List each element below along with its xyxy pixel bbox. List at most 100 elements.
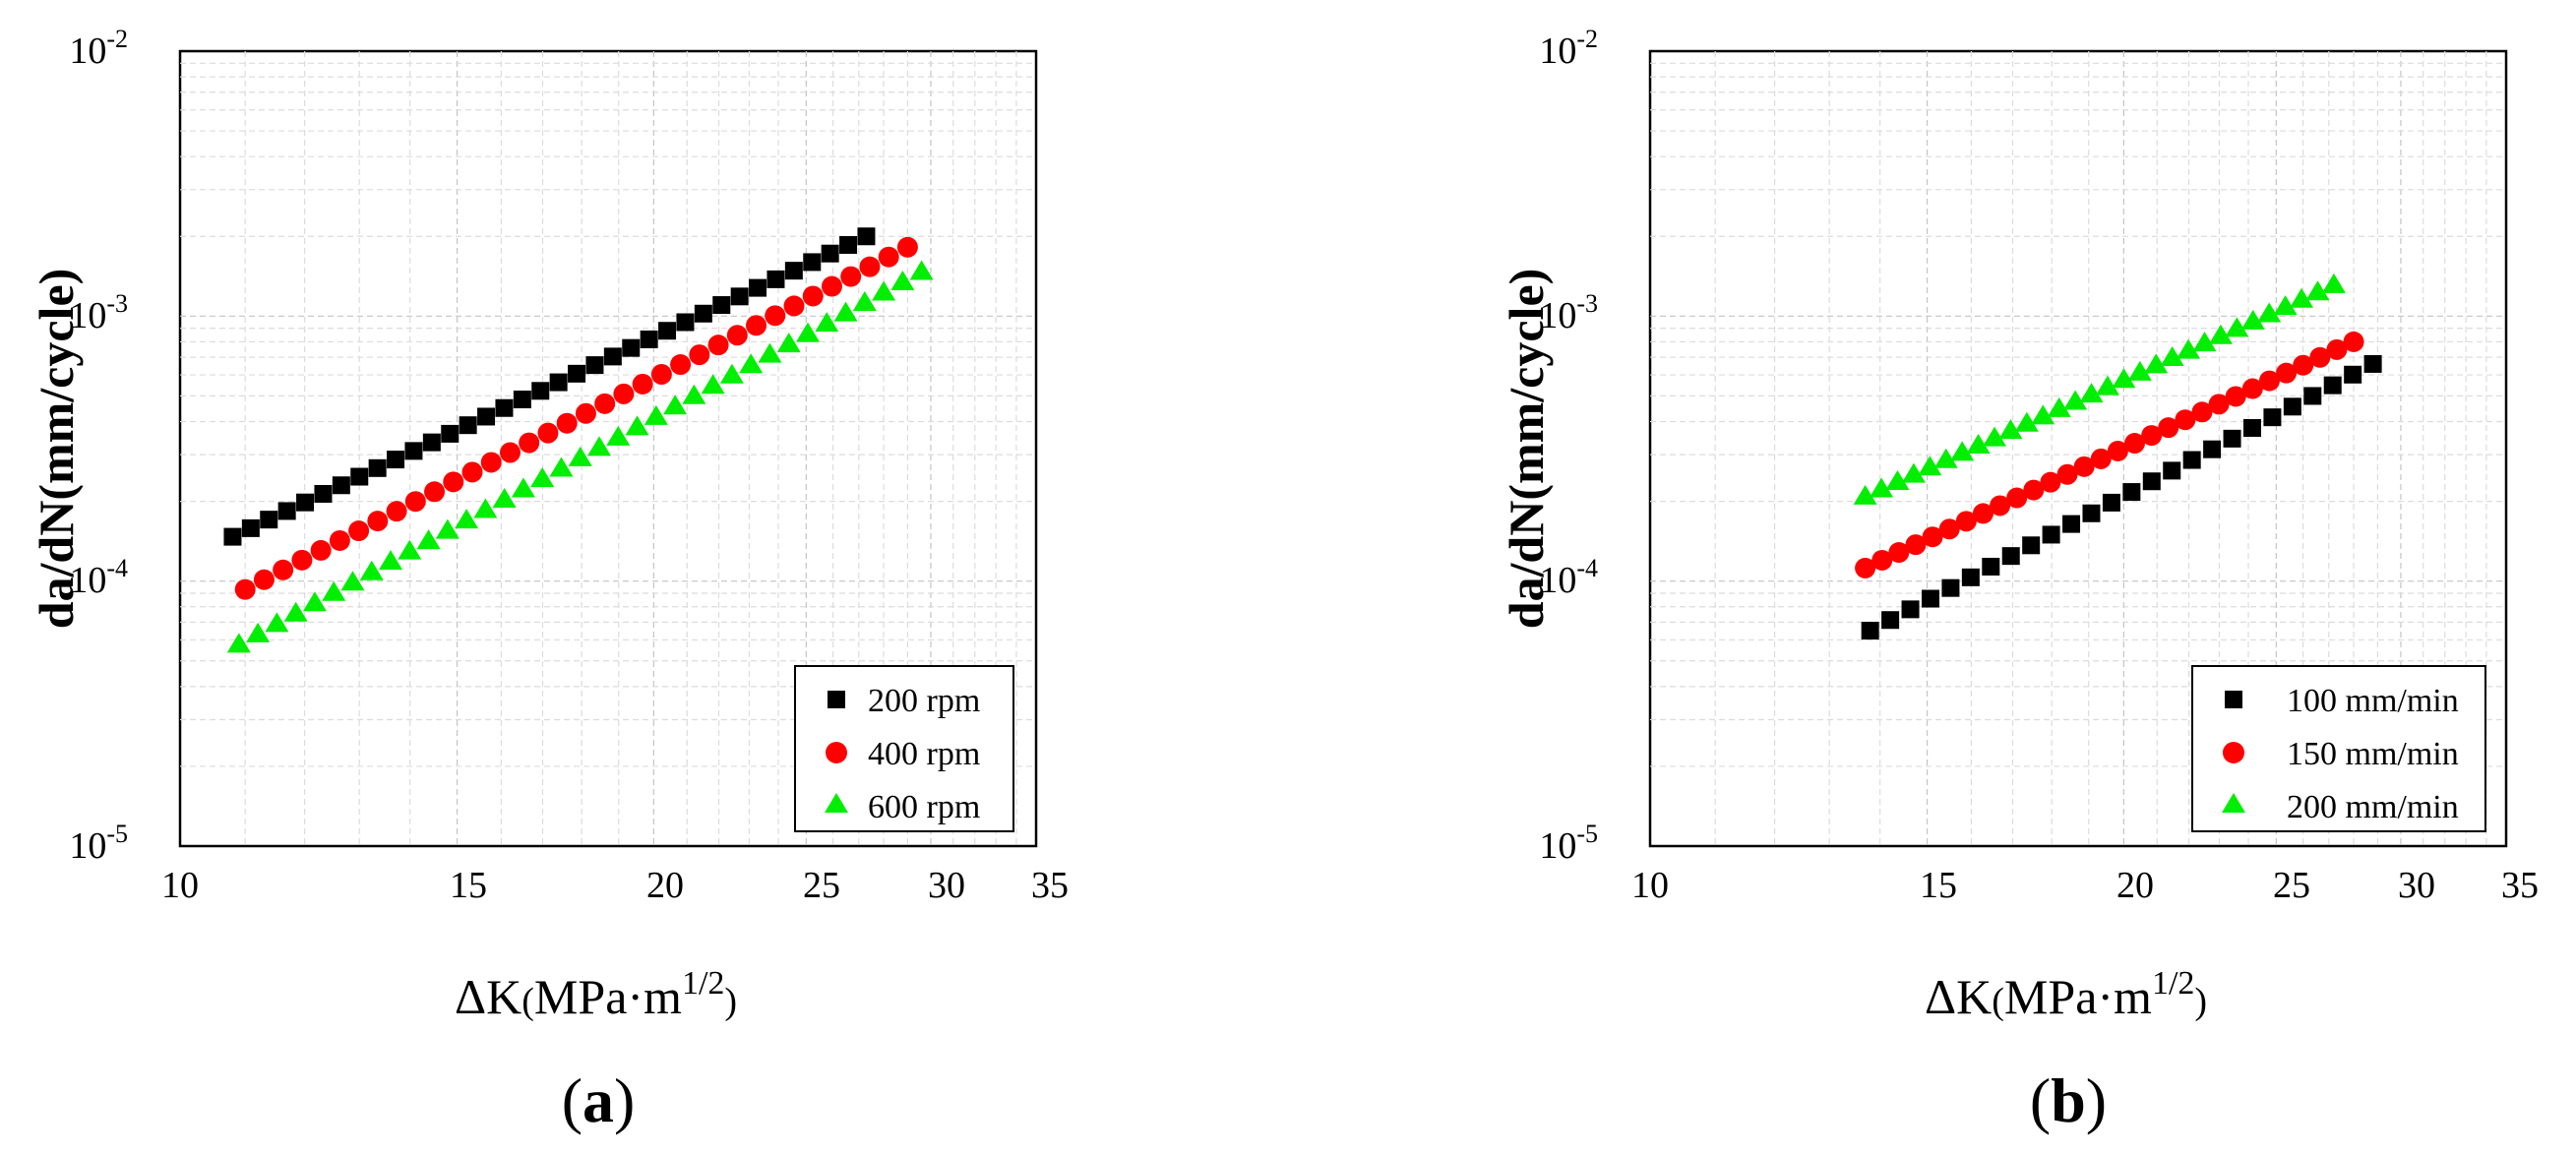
- legend-b: 100 mm/min 150 mm/min 200 mm/min: [2191, 665, 2486, 832]
- data-point-a-s0: [712, 296, 731, 315]
- data-point-a-s1: [480, 452, 502, 473]
- data-point-b-s0: [2082, 504, 2101, 522]
- x-tick-label-a-30: 30: [928, 865, 965, 906]
- data-point-b-s2: [1901, 462, 1926, 483]
- data-point-b-s0: [2203, 440, 2222, 458]
- data-point-a-s1: [575, 402, 596, 424]
- data-point-b-s2: [2144, 353, 2169, 374]
- data-point-a-s1: [329, 529, 350, 551]
- data-point-a-s1: [650, 363, 672, 385]
- legend-marker-circle-b: [2223, 742, 2244, 763]
- data-point-a-s0: [260, 511, 278, 529]
- y-tick-label-a-1e-4: 10-4: [69, 554, 128, 601]
- data-point-a-s2: [379, 550, 403, 571]
- data-point-b-s1: [2158, 417, 2179, 439]
- data-point-b-s2: [2208, 324, 2233, 344]
- data-point-a-s1: [556, 412, 578, 434]
- x-tick-label-a-15: 15: [450, 865, 487, 906]
- data-point-a-s2: [283, 601, 308, 622]
- data-point-a-s0: [296, 493, 315, 512]
- data-point-a-s0: [277, 502, 296, 520]
- data-point-b-s1: [1888, 542, 1910, 564]
- data-point-a-s2: [455, 509, 479, 529]
- legend-marker-square-b: [2225, 691, 2242, 708]
- data-point-a-s2: [815, 312, 839, 333]
- data-point-b-s0: [2303, 387, 2322, 405]
- data-point-b-s1: [2073, 456, 2095, 477]
- data-point-b-s2: [1983, 426, 2007, 447]
- x-tick-label-b-20: 20: [2116, 865, 2154, 906]
- data-point-a-s0: [350, 467, 369, 486]
- data-point-b-s2: [1870, 477, 1894, 498]
- data-point-b-s0: [2102, 493, 2120, 512]
- data-point-b-s0: [1901, 600, 1920, 619]
- data-point-a-s2: [226, 633, 251, 653]
- data-point-b-s2: [2079, 383, 2104, 403]
- data-point-b-s0: [2142, 472, 2161, 491]
- data-point-a-s1: [386, 501, 407, 522]
- data-point-a-s2: [530, 466, 555, 487]
- data-point-a-s2: [340, 571, 365, 591]
- data-point-a-s1: [310, 539, 332, 561]
- x-tick-label-b-10: 10: [1631, 865, 1669, 906]
- y-tick-label-a-1e-5: 10-5: [69, 820, 128, 867]
- data-point-b-s1: [2225, 386, 2246, 407]
- data-point-a-s0: [422, 433, 441, 452]
- data-point-a-s1: [443, 471, 464, 493]
- data-point-b-s2: [1885, 470, 1910, 491]
- data-point-a-s1: [859, 256, 881, 277]
- data-point-a-s2: [549, 456, 574, 477]
- data-point-b-s2: [2273, 295, 2298, 316]
- data-point-b-s1: [2343, 331, 2364, 352]
- data-point-b-s1: [2040, 471, 2061, 493]
- data-point-b-s2: [2192, 332, 2217, 352]
- data-point-b-s2: [2095, 375, 2119, 395]
- data-marks-b: [1853, 273, 2382, 640]
- data-point-b-s0: [2283, 397, 2301, 416]
- data-point-a-s1: [273, 559, 294, 580]
- data-point-a-s1: [632, 373, 653, 395]
- data-point-a-s2: [625, 415, 649, 436]
- legend-marker-triangle-b: [2222, 793, 2245, 813]
- data-marks-a: [223, 227, 934, 653]
- data-point-b-s1: [2293, 354, 2314, 376]
- data-point-b-s0: [2001, 547, 2020, 566]
- y-tick-label-b-1e-3: 10-3: [1539, 289, 1598, 336]
- data-point-b-s1: [2309, 346, 2331, 368]
- x-tick-label-a-10: 10: [161, 865, 199, 906]
- data-point-a-s2: [473, 498, 498, 518]
- data-point-a-s1: [253, 569, 275, 590]
- legend-label-200rpm: 200 rpm: [868, 683, 980, 719]
- data-point-b-s0: [2122, 483, 2141, 502]
- data-point-b-s1: [2276, 362, 2298, 384]
- data-point-a-s2: [909, 260, 934, 280]
- data-point-b-s0: [2163, 461, 2181, 480]
- data-point-b-s1: [2056, 463, 2078, 485]
- data-point-b-s1: [2006, 487, 2028, 509]
- data-point-a-s1: [537, 422, 559, 444]
- legend-label-200mm: 200 mm/min: [2287, 789, 2459, 825]
- data-point-b-s0: [1881, 611, 1900, 630]
- data-point-a-s1: [689, 344, 710, 366]
- data-point-a-s1: [746, 315, 767, 336]
- data-point-a-s2: [322, 580, 346, 601]
- data-point-a-s2: [435, 518, 460, 539]
- data-point-a-s1: [821, 275, 842, 297]
- data-point-b-s0: [1961, 568, 1980, 586]
- data-point-b-s1: [2141, 425, 2163, 447]
- x-axis-label-b: ΔK(MPa·m1/2): [1925, 965, 2207, 1024]
- data-point-a-s1: [878, 246, 899, 268]
- data-point-a-s0: [857, 227, 876, 246]
- legend-marker-circle-a: [826, 742, 847, 763]
- data-point-a-s2: [719, 363, 744, 384]
- data-point-a-s0: [585, 356, 604, 375]
- legend-marker-square-a: [828, 691, 845, 708]
- y-tick-label-b-1e-5: 10-5: [1539, 820, 1598, 867]
- data-point-a-s0: [404, 442, 423, 460]
- data-point-b-s1: [1955, 511, 1977, 532]
- data-point-b-s1: [2191, 401, 2213, 423]
- data-point-a-s1: [896, 236, 918, 258]
- data-point-a-s0: [730, 287, 749, 306]
- data-point-b-s2: [2290, 287, 2314, 308]
- data-point-a-s0: [749, 278, 767, 297]
